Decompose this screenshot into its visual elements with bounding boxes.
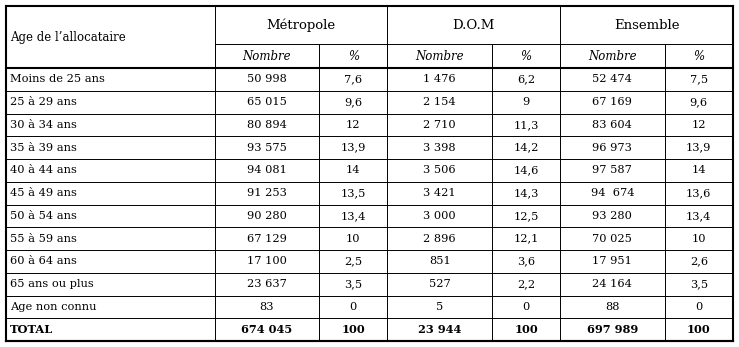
- Text: Nombre: Nombre: [415, 50, 464, 62]
- Text: 14,6: 14,6: [514, 166, 539, 175]
- Text: 2 154: 2 154: [423, 97, 456, 107]
- Text: 90 280: 90 280: [247, 211, 287, 221]
- Text: 17 100: 17 100: [247, 256, 287, 266]
- Text: 55 à 59 ans: 55 à 59 ans: [10, 234, 77, 244]
- Text: 94 081: 94 081: [247, 166, 287, 175]
- Text: 3 506: 3 506: [423, 166, 456, 175]
- Text: 100: 100: [687, 324, 711, 335]
- Text: 13,4: 13,4: [686, 211, 712, 221]
- Text: 2,6: 2,6: [689, 256, 708, 266]
- Text: %: %: [348, 50, 359, 62]
- Text: 67 129: 67 129: [247, 234, 287, 244]
- Text: 11,3: 11,3: [514, 120, 539, 130]
- Text: 50 à 54 ans: 50 à 54 ans: [10, 211, 77, 221]
- Text: 0: 0: [350, 302, 357, 312]
- Text: 9: 9: [522, 97, 530, 107]
- Text: 9,6: 9,6: [344, 97, 362, 107]
- Text: 3 000: 3 000: [423, 211, 456, 221]
- Text: 13,4: 13,4: [341, 211, 366, 221]
- Text: 83 604: 83 604: [593, 120, 633, 130]
- Text: 13,6: 13,6: [686, 188, 712, 198]
- Text: 527: 527: [429, 279, 451, 289]
- Text: 1 476: 1 476: [423, 74, 456, 84]
- Text: 80 894: 80 894: [247, 120, 287, 130]
- Text: Nombre: Nombre: [588, 50, 637, 62]
- Text: D.O.M: D.O.M: [453, 18, 495, 32]
- Text: 70 025: 70 025: [593, 234, 633, 244]
- Text: 40 à 44 ans: 40 à 44 ans: [10, 166, 77, 175]
- Text: 14: 14: [692, 166, 706, 175]
- Text: 12: 12: [692, 120, 706, 130]
- Text: 23 637: 23 637: [247, 279, 287, 289]
- Text: 13,9: 13,9: [341, 143, 366, 153]
- Text: 3,6: 3,6: [517, 256, 535, 266]
- Text: 674 045: 674 045: [242, 324, 293, 335]
- Text: 3 421: 3 421: [423, 188, 456, 198]
- Text: 100: 100: [341, 324, 365, 335]
- Text: 91 253: 91 253: [247, 188, 287, 198]
- Text: Métropole: Métropole: [267, 18, 336, 32]
- Text: 14,2: 14,2: [514, 143, 539, 153]
- Text: 0: 0: [695, 302, 703, 312]
- Text: Age non connu: Age non connu: [10, 302, 97, 312]
- Text: TOTAL: TOTAL: [10, 324, 53, 335]
- Text: 3,5: 3,5: [689, 279, 708, 289]
- Text: 2,2: 2,2: [517, 279, 535, 289]
- Text: 88: 88: [605, 302, 620, 312]
- Text: 5: 5: [436, 302, 443, 312]
- Text: 93 575: 93 575: [247, 143, 287, 153]
- Text: 60 à 64 ans: 60 à 64 ans: [10, 256, 77, 266]
- Text: 7,5: 7,5: [689, 74, 708, 84]
- Text: 14: 14: [346, 166, 361, 175]
- Text: 65 015: 65 015: [247, 97, 287, 107]
- Text: 2,5: 2,5: [344, 256, 362, 266]
- Text: 12,1: 12,1: [514, 234, 539, 244]
- Text: 14,3: 14,3: [514, 188, 539, 198]
- Text: 3,5: 3,5: [344, 279, 362, 289]
- Text: %: %: [520, 50, 531, 62]
- Text: 25 à 29 ans: 25 à 29 ans: [10, 97, 77, 107]
- Text: 35 à 39 ans: 35 à 39 ans: [10, 143, 77, 153]
- Text: 96 973: 96 973: [593, 143, 633, 153]
- Text: 24 164: 24 164: [593, 279, 633, 289]
- Text: Age de l’allocataire: Age de l’allocataire: [10, 31, 126, 43]
- Text: 67 169: 67 169: [593, 97, 633, 107]
- Text: 100: 100: [514, 324, 538, 335]
- Text: 52 474: 52 474: [593, 74, 633, 84]
- Text: 697 989: 697 989: [587, 324, 638, 335]
- Text: 2 896: 2 896: [423, 234, 456, 244]
- Text: 7,6: 7,6: [344, 74, 362, 84]
- Text: 30 à 34 ans: 30 à 34 ans: [10, 120, 77, 130]
- Text: 13,5: 13,5: [341, 188, 366, 198]
- Text: 2 710: 2 710: [423, 120, 456, 130]
- Text: 45 à 49 ans: 45 à 49 ans: [10, 188, 77, 198]
- Text: 94  674: 94 674: [590, 188, 634, 198]
- Text: 23 944: 23 944: [418, 324, 461, 335]
- Text: 12,5: 12,5: [514, 211, 539, 221]
- Text: 10: 10: [346, 234, 361, 244]
- Text: 97 587: 97 587: [593, 166, 633, 175]
- Text: 6,2: 6,2: [517, 74, 535, 84]
- Text: Ensemble: Ensemble: [614, 18, 679, 32]
- Text: 0: 0: [522, 302, 530, 312]
- Text: %: %: [693, 50, 704, 62]
- Text: 83: 83: [259, 302, 274, 312]
- Text: 9,6: 9,6: [689, 97, 708, 107]
- Text: 50 998: 50 998: [247, 74, 287, 84]
- Text: Moins de 25 ans: Moins de 25 ans: [10, 74, 105, 84]
- Text: 93 280: 93 280: [593, 211, 633, 221]
- Text: 3 398: 3 398: [423, 143, 456, 153]
- Text: Nombre: Nombre: [242, 50, 291, 62]
- Text: 17 951: 17 951: [593, 256, 633, 266]
- Text: 10: 10: [692, 234, 706, 244]
- Text: 851: 851: [429, 256, 451, 266]
- Text: 12: 12: [346, 120, 361, 130]
- Text: 13,9: 13,9: [686, 143, 712, 153]
- Text: 65 ans ou plus: 65 ans ou plus: [10, 279, 94, 289]
